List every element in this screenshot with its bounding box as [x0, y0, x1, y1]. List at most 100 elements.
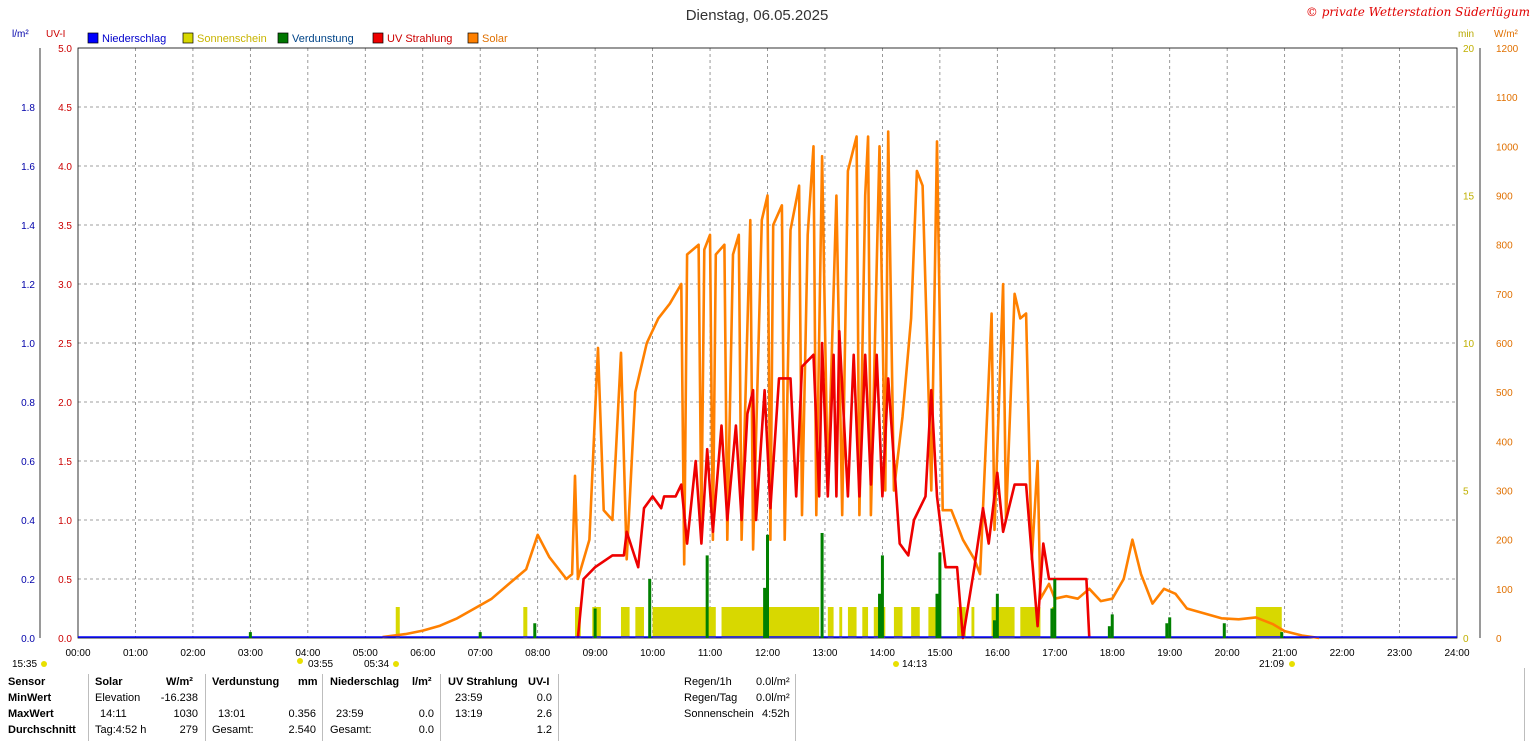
tick-x-5: 05:00 — [353, 648, 378, 659]
tick-lm2-1: 0.2 — [21, 575, 35, 586]
tick-x-4: 04:00 — [295, 648, 320, 659]
stats-table: Sensor Solar W/m² Verdunstung mm Nieders… — [0, 674, 800, 741]
evaporation-bars — [248, 532, 1284, 638]
hdr-uv-unit: UV-I — [528, 676, 550, 688]
tick-uv-1: 0.5 — [58, 575, 72, 586]
tick-x-18: 18:00 — [1100, 648, 1125, 659]
tick-wm2-7: 700 — [1496, 290, 1513, 301]
legend-swatch-3 — [372, 32, 384, 44]
evaporation-bar-19 — [1165, 623, 1169, 638]
sunshine-bar-14 — [893, 607, 903, 638]
legend-label-1: Sonnenschein — [197, 33, 267, 45]
grid — [39, 47, 1481, 639]
row-min-uv-time: 23:59 — [455, 692, 483, 704]
marker-label-0: 15:35 — [12, 659, 37, 668]
marker-dot-3 — [893, 661, 899, 667]
hdr-sensor: Sensor — [8, 676, 46, 688]
row-max-nied-val: 0.0 — [418, 708, 434, 720]
row-avg-uv-val: 1.2 — [536, 724, 552, 736]
marker-label-2: 05:34 — [364, 659, 389, 668]
row-avg-verd-time: Gesamt: — [212, 724, 254, 736]
evaporation-bar-16 — [1053, 579, 1057, 638]
row-avg-solar-time: Tag:4:52 h — [95, 724, 147, 736]
tick-uv-8: 4.0 — [58, 162, 72, 173]
marker-dot-4 — [1289, 661, 1295, 667]
tick-lm2-9: 1.8 — [21, 103, 35, 114]
time-markers: 15:35 03:55 05:34 14:13 21:09 — [12, 658, 1295, 668]
evaporation-bar-17 — [1107, 626, 1111, 638]
evaporation-bar-14 — [995, 593, 999, 638]
tick-uv-5: 2.5 — [58, 339, 72, 350]
chart-title: Dienstag, 06.05.2025 — [686, 7, 829, 24]
evaporation-bar-6 — [763, 587, 767, 638]
tick-lm2-8: 1.6 — [21, 162, 35, 173]
hdr-nied: Niederschlag — [330, 676, 400, 688]
tick-wm2-12: 1200 — [1496, 44, 1519, 55]
tick-x-11: 11:00 — [698, 648, 723, 659]
tick-min-1: 5 — [1463, 487, 1469, 498]
marker-dot-2 — [393, 661, 399, 667]
tick-x-7: 07:00 — [468, 648, 493, 659]
tick-uv-4: 2.0 — [58, 398, 72, 409]
marker-dot-1 — [297, 658, 303, 664]
sunshine-bars — [395, 607, 1282, 638]
tick-x-23: 23:00 — [1387, 648, 1412, 659]
legend-swatch-2 — [277, 32, 289, 44]
tick-min-3: 15 — [1463, 192, 1475, 203]
tick-x-0: 00:00 — [65, 648, 90, 659]
legend: Niederschlag Sonnenschein Verdunstung UV St… — [87, 32, 508, 45]
tick-wm2-3: 300 — [1496, 487, 1513, 498]
sunshine-bar-4 — [620, 607, 630, 638]
sunshine-bar-5 — [635, 607, 644, 638]
evaporation-bar-10 — [880, 555, 884, 638]
hdr-solar-unit: W/m² — [166, 676, 193, 688]
legend-label-4: Solar — [482, 33, 508, 45]
tick-x-20: 20:00 — [1215, 648, 1240, 659]
tick-lm2-7: 1.4 — [21, 221, 35, 232]
sunshine-bar-10 — [839, 607, 843, 638]
tick-min-4: 20 — [1463, 44, 1475, 55]
axis-units: l/m² UV-I min W/m² — [12, 29, 1519, 40]
evaporation-bar-22 — [1280, 632, 1284, 638]
tick-x-19: 19:00 — [1157, 648, 1182, 659]
row-max-verd-time: 13:01 — [218, 708, 246, 720]
tick-wm2-6: 600 — [1496, 339, 1513, 350]
evaporation-bar-1 — [478, 632, 482, 638]
tick-uv-10: 5.0 — [58, 44, 72, 55]
weather-chart: Dienstag, 06.05.2025 © private Wettersta… — [12, 5, 1530, 668]
row-max-label: MaxWert — [8, 708, 54, 720]
tick-wm2-0: 0 — [1496, 634, 1502, 645]
evaporation-bar-0 — [248, 632, 252, 638]
sunshine-bar-8 — [767, 607, 820, 638]
row-max-uv-val: 2.6 — [536, 708, 552, 720]
tick-wm2-5: 500 — [1496, 388, 1513, 399]
tick-x-10: 10:00 — [640, 648, 665, 659]
legend-swatch-0 — [87, 32, 99, 44]
sunshine-bar-7 — [721, 607, 765, 638]
evaporation-bar-15 — [1050, 608, 1054, 638]
row-max-solar-val: 1030 — [173, 708, 198, 720]
row-max-verd-val: 0.356 — [288, 708, 316, 720]
tick-x-12: 12:00 — [755, 648, 780, 659]
legend-swatch-1 — [182, 32, 194, 44]
tick-x-14: 14:00 — [870, 648, 895, 659]
tick-uv-0: 0.0 — [58, 634, 72, 645]
tick-x-22: 22:00 — [1330, 648, 1355, 659]
row-min-solar-val: -16.238 — [160, 692, 198, 704]
tick-wm2-11: 1100 — [1496, 93, 1518, 104]
extra-rain1h-label: Regen/1h — [684, 676, 732, 688]
extra-rain1h-value: 0.0l/m² — [756, 676, 790, 688]
row-min-label: MinWert — [8, 692, 52, 704]
tick-uv-9: 4.5 — [58, 103, 72, 114]
marker-label-4: 21:09 — [1259, 659, 1284, 668]
uv-line — [576, 329, 1091, 640]
extra-sun-label: Sonnenschein — [684, 708, 754, 720]
axis-unit-lm2: l/m² — [12, 29, 29, 40]
evaporation-bar-13 — [992, 620, 996, 638]
tick-x-2: 02:00 — [180, 648, 205, 659]
right-divider — [1524, 668, 1525, 741]
sunshine-bar-18 — [971, 607, 975, 638]
tick-lm2-4: 0.8 — [21, 398, 35, 409]
axis-unit-min: min — [1458, 29, 1474, 40]
tick-x-21: 21:00 — [1272, 648, 1297, 659]
